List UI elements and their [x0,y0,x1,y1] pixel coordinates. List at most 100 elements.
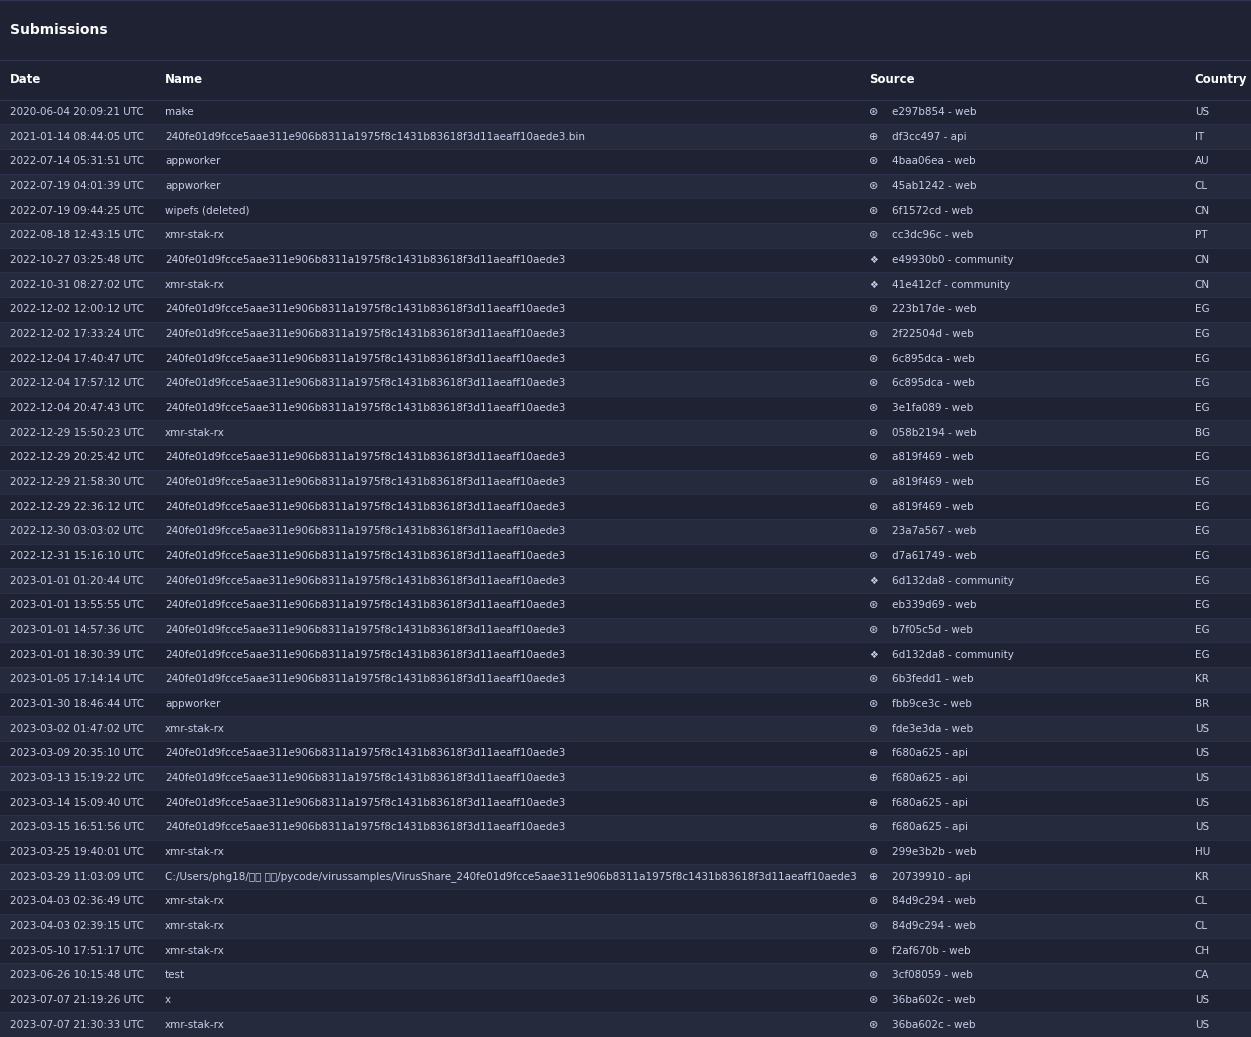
FancyBboxPatch shape [0,470,1251,495]
FancyBboxPatch shape [0,149,1251,173]
FancyBboxPatch shape [0,198,1251,223]
Text: cc3dc96c - web: cc3dc96c - web [892,230,973,241]
Text: ⊛: ⊛ [869,847,878,857]
Text: 20739910 - api: 20739910 - api [892,872,971,881]
Text: ⊛: ⊛ [869,329,878,339]
Text: ⊛: ⊛ [869,724,878,733]
Text: IT: IT [1195,132,1203,142]
Text: 240fe01d9fcce5aae311e906b8311a1975f8c1431b83618f3d11aeaff10aede3: 240fe01d9fcce5aae311e906b8311a1975f8c143… [165,304,565,314]
Text: 41e412cf - community: 41e412cf - community [892,280,1010,289]
FancyBboxPatch shape [0,593,1251,618]
Text: make: make [165,107,194,117]
FancyBboxPatch shape [0,420,1251,445]
Text: 2022-12-29 15:50:23 UTC: 2022-12-29 15:50:23 UTC [10,427,144,438]
Text: 23a7a567 - web: 23a7a567 - web [892,526,976,536]
Text: fde3e3da - web: fde3e3da - web [892,724,973,733]
Text: US: US [1195,724,1208,733]
Text: 2023-03-02 01:47:02 UTC: 2023-03-02 01:47:02 UTC [10,724,144,733]
Text: 36ba602c - web: 36ba602c - web [892,1019,976,1030]
Text: 240fe01d9fcce5aae311e906b8311a1975f8c1431b83618f3d11aeaff10aede3: 240fe01d9fcce5aae311e906b8311a1975f8c143… [165,674,565,684]
Text: appworker: appworker [165,699,220,709]
Text: xmr-stak-rx: xmr-stak-rx [165,921,225,931]
Text: CH: CH [1195,946,1210,956]
Text: ⊛: ⊛ [869,674,878,684]
Text: ⊛: ⊛ [869,180,878,191]
Text: ⊛: ⊛ [869,477,878,487]
Text: 2022-10-31 08:27:02 UTC: 2022-10-31 08:27:02 UTC [10,280,144,289]
Text: 240fe01d9fcce5aae311e906b8311a1975f8c1431b83618f3d11aeaff10aede3: 240fe01d9fcce5aae311e906b8311a1975f8c143… [165,797,565,808]
Text: 240fe01d9fcce5aae311e906b8311a1975f8c1431b83618f3d11aeaff10aede3: 240fe01d9fcce5aae311e906b8311a1975f8c143… [165,255,565,264]
Text: 3e1fa089 - web: 3e1fa089 - web [892,403,973,413]
FancyBboxPatch shape [0,741,1251,765]
Text: ⊛: ⊛ [869,994,878,1005]
Text: xmr-stak-rx: xmr-stak-rx [165,896,225,906]
Text: 2022-12-04 17:57:12 UTC: 2022-12-04 17:57:12 UTC [10,379,144,388]
Text: ⊕: ⊕ [869,773,878,783]
Text: 2023-04-03 02:39:15 UTC: 2023-04-03 02:39:15 UTC [10,921,144,931]
Text: US: US [1195,773,1208,783]
FancyBboxPatch shape [0,889,1251,914]
Text: ⊛: ⊛ [869,107,878,117]
Text: 240fe01d9fcce5aae311e906b8311a1975f8c1431b83618f3d11aeaff10aede3: 240fe01d9fcce5aae311e906b8311a1975f8c143… [165,773,565,783]
FancyBboxPatch shape [0,765,1251,790]
Text: 2023-01-01 14:57:36 UTC: 2023-01-01 14:57:36 UTC [10,625,144,635]
FancyBboxPatch shape [0,371,1251,395]
Text: 240fe01d9fcce5aae311e906b8311a1975f8c1431b83618f3d11aeaff10aede3: 240fe01d9fcce5aae311e906b8311a1975f8c143… [165,477,565,487]
Text: CN: CN [1195,205,1210,216]
Text: EG: EG [1195,329,1210,339]
FancyBboxPatch shape [0,717,1251,741]
Text: 2021-01-14 08:44:05 UTC: 2021-01-14 08:44:05 UTC [10,132,144,142]
Text: 2023-07-07 21:30:33 UTC: 2023-07-07 21:30:33 UTC [10,1019,144,1030]
Text: ⊛: ⊛ [869,946,878,956]
Text: wipefs (deleted): wipefs (deleted) [165,205,250,216]
Text: 240fe01d9fcce5aae311e906b8311a1975f8c1431b83618f3d11aeaff10aede3: 240fe01d9fcce5aae311e906b8311a1975f8c143… [165,379,565,388]
Text: 299e3b2b - web: 299e3b2b - web [892,847,977,857]
Text: EG: EG [1195,477,1210,487]
Text: 45ab1242 - web: 45ab1242 - web [892,180,977,191]
Text: 3cf08059 - web: 3cf08059 - web [892,971,973,980]
Text: ⊛: ⊛ [869,971,878,980]
Text: ⊛: ⊛ [869,921,878,931]
Text: 2023-01-01 13:55:55 UTC: 2023-01-01 13:55:55 UTC [10,600,144,611]
Text: test: test [165,971,185,980]
Text: ⊛: ⊛ [869,502,878,511]
Text: Country: Country [1195,74,1247,86]
Text: ⊕: ⊕ [869,872,878,881]
Text: 6f1572cd - web: 6f1572cd - web [892,205,973,216]
Text: US: US [1195,822,1208,833]
FancyBboxPatch shape [0,223,1251,248]
Text: 2022-12-04 20:47:43 UTC: 2022-12-04 20:47:43 UTC [10,403,144,413]
Text: 6b3fedd1 - web: 6b3fedd1 - web [892,674,973,684]
Text: CL: CL [1195,180,1207,191]
FancyBboxPatch shape [0,60,1251,100]
FancyBboxPatch shape [0,790,1251,815]
Text: BG: BG [1195,427,1210,438]
Text: EG: EG [1195,403,1210,413]
Text: f680a625 - api: f680a625 - api [892,773,968,783]
Text: 2023-01-30 18:46:44 UTC: 2023-01-30 18:46:44 UTC [10,699,144,709]
Text: 2022-12-04 17:40:47 UTC: 2022-12-04 17:40:47 UTC [10,354,144,364]
FancyBboxPatch shape [0,815,1251,840]
Text: 2023-06-26 10:15:48 UTC: 2023-06-26 10:15:48 UTC [10,971,144,980]
FancyBboxPatch shape [0,346,1251,371]
Text: ⊛: ⊛ [869,304,878,314]
Text: ⊕: ⊕ [869,749,878,758]
Text: US: US [1195,107,1208,117]
Text: Name: Name [165,74,203,86]
Text: 240fe01d9fcce5aae311e906b8311a1975f8c1431b83618f3d11aeaff10aede3.bin: 240fe01d9fcce5aae311e906b8311a1975f8c143… [165,132,585,142]
Text: AU: AU [1195,157,1210,166]
Text: xmr-stak-rx: xmr-stak-rx [165,230,225,241]
Text: xmr-stak-rx: xmr-stak-rx [165,847,225,857]
Text: EG: EG [1195,452,1210,463]
Text: ⊛: ⊛ [869,551,878,561]
Text: appworker: appworker [165,157,220,166]
Text: US: US [1195,1019,1208,1030]
Text: 84d9c294 - web: 84d9c294 - web [892,921,976,931]
Text: 2023-05-10 17:51:17 UTC: 2023-05-10 17:51:17 UTC [10,946,144,956]
Text: ⊛: ⊛ [869,1019,878,1030]
Text: 2022-07-14 05:31:51 UTC: 2022-07-14 05:31:51 UTC [10,157,144,166]
Text: a819f469 - web: a819f469 - web [892,502,973,511]
Text: Date: Date [10,74,41,86]
Text: f680a625 - api: f680a625 - api [892,822,968,833]
Text: 058b2194 - web: 058b2194 - web [892,427,977,438]
